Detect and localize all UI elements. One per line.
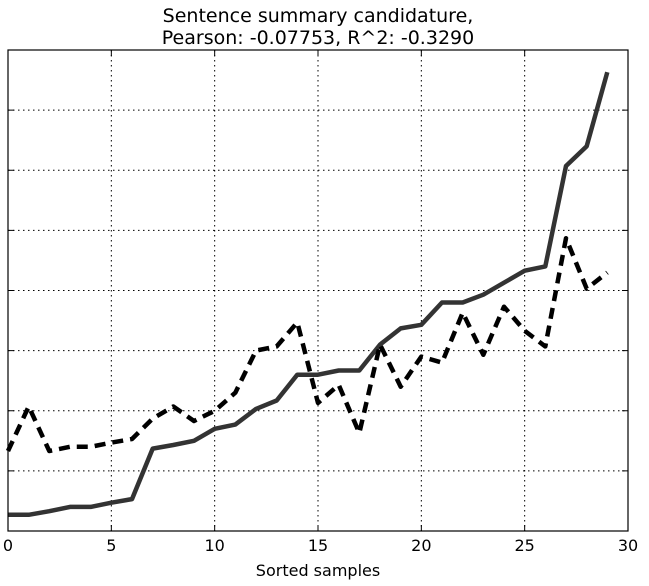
x-tick-label: 25 xyxy=(514,536,534,555)
x-tick-label: 15 xyxy=(308,536,328,555)
axis-ticks: 0 5 10 15 20 25 30 xyxy=(3,50,638,555)
dashed-series-line xyxy=(5,235,609,454)
x-tick-label: 10 xyxy=(204,536,224,555)
solid-series-line xyxy=(8,71,610,518)
grid-lines xyxy=(8,50,628,531)
x-tick-label: 20 xyxy=(411,536,431,555)
chart-title-line1: Sentence summary candidature, xyxy=(163,5,474,27)
x-tick-label: 5 xyxy=(106,536,116,555)
series-lines xyxy=(5,71,610,518)
chart-title-line2: Pearson: -0.07753, R^2: -0.3290 xyxy=(162,27,474,49)
x-tick-label: 30 xyxy=(618,536,638,555)
x-axis-label: Sorted samples xyxy=(256,561,380,580)
x-tick-label: 0 xyxy=(3,536,13,555)
